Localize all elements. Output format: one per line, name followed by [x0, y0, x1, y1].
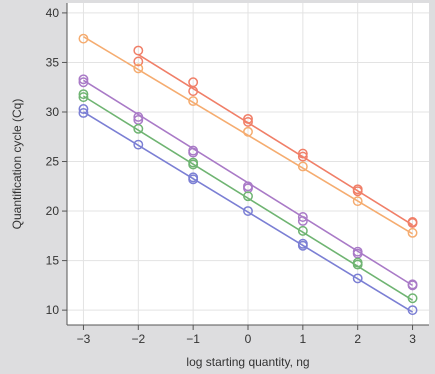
data-point-series-1	[352, 186, 363, 197]
data-point-series-3	[297, 212, 308, 222]
data-point-series-1	[243, 116, 253, 127]
y-tick-label: 25	[46, 155, 60, 169]
x-tick-label: 3	[409, 332, 416, 346]
y-tick-label: 15	[46, 254, 60, 268]
x-tick-label: 2	[354, 332, 361, 346]
data-point-series-1	[133, 56, 144, 67]
data-point-series-3	[78, 77, 89, 88]
data-point-series-5	[352, 273, 363, 284]
data-point-series-4	[352, 259, 363, 270]
x-tick-label: 1	[300, 332, 307, 346]
data-point-series-4	[78, 89, 89, 100]
y-tick-label: 10	[46, 303, 60, 317]
data-point-series-2	[352, 196, 363, 207]
data-point-series-2	[407, 227, 418, 238]
data-point-series-5	[243, 206, 253, 217]
data-point-series-4	[188, 159, 199, 170]
data-point-series-2	[297, 161, 308, 172]
data-point-series-1	[407, 218, 418, 228]
data-point-series-5	[407, 305, 418, 316]
y-tick-label: 30	[46, 105, 60, 119]
data-point-series-3	[407, 280, 418, 291]
data-point-series-2	[188, 96, 199, 107]
data-point-series-4	[407, 293, 418, 304]
x-tick-label: −2	[131, 332, 145, 346]
x-tick-label: −3	[77, 332, 91, 346]
data-point-series-2	[133, 63, 144, 74]
x-axis-title: log starting quantity, ng	[186, 355, 309, 369]
data-point-series-5	[78, 108, 89, 118]
data-point-series-4	[133, 123, 144, 134]
y-tick-label: 35	[46, 55, 60, 69]
data-point-series-3	[78, 74, 89, 85]
data-point-series-4	[78, 92, 89, 103]
data-point-series-3	[297, 216, 308, 226]
data-point-series-1	[297, 151, 308, 162]
fit-line-series-1	[137, 53, 413, 226]
y-tick-label: 40	[46, 6, 60, 20]
data-point-series-4	[243, 191, 253, 202]
data-points	[78, 33, 418, 316]
data-point-series-2	[78, 33, 89, 44]
y-axis-title: Quantification cycle (Cq)	[10, 99, 24, 230]
data-point-series-5	[297, 240, 308, 251]
data-point-series-2	[243, 126, 253, 137]
data-point-series-1	[188, 86, 199, 97]
data-point-series-5	[78, 104, 89, 114]
data-point-series-1	[243, 113, 253, 124]
x-tick-label: −1	[186, 332, 200, 346]
axes: −3 −2 −1 0 1 2 3 10 15 20 25 30 35 40	[46, 3, 429, 346]
data-point-series-4	[297, 225, 308, 236]
data-point-series-1	[133, 45, 144, 56]
data-point-series-5	[188, 174, 199, 185]
data-point-series-3	[133, 111, 144, 122]
data-point-series-3	[188, 147, 199, 158]
data-point-series-5	[133, 139, 144, 150]
fit-line-series-5	[83, 111, 413, 313]
y-tick-label: 20	[46, 204, 60, 218]
x-tick-label: 0	[245, 332, 252, 346]
data-point-series-1	[297, 148, 308, 159]
